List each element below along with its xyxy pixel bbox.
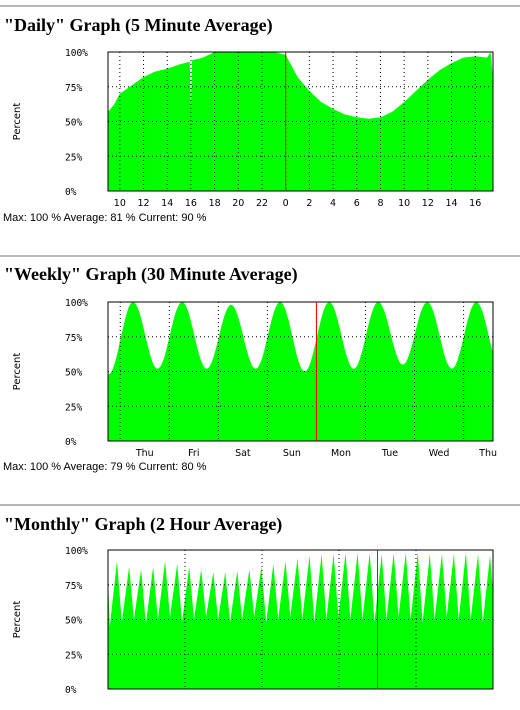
weekly-y-tick-label: 100%	[65, 298, 88, 309]
daily-stats: Max: 100 % Average: 81 % Current: 90 %	[3, 212, 206, 224]
weekly-graph: 0% 25% 50% 75% 100% Thu Fri Sat Sun Mon Tue Wed Thu P…	[12, 298, 497, 459]
daily-x-tick-label: 4	[330, 198, 336, 209]
monthly-series-area	[108, 552, 493, 689]
daily-y-tick-label: 0%	[65, 187, 77, 198]
daily-x-tick-label: 22	[256, 198, 268, 209]
monthly-y-tick-label: 25%	[65, 650, 82, 661]
monthly-y-tick-label: 75%	[65, 581, 82, 592]
daily-x-tick-label: 18	[209, 198, 221, 209]
monthly-y-tick-label: 50%	[65, 616, 82, 627]
daily-x-tick-label: 10	[398, 198, 410, 209]
weekly-x-tick-label: Sun	[283, 448, 301, 459]
weekly-x-tick-label: Thu	[135, 448, 154, 459]
weekly-y-tick-label: 0%	[65, 437, 77, 448]
daily-plot-frame	[107, 51, 494, 192]
weekly-plot-frame	[107, 301, 494, 442]
daily-max: Max: 100 %	[3, 212, 62, 224]
daily-x-tick-label: 8	[377, 198, 383, 209]
daily-x-tick-label: 16	[469, 198, 481, 209]
monthly-y-tick-label: 0%	[65, 685, 77, 696]
daily-graph: 0% 25% 50% 75% 100% 10 12 14 16 18 20 22 0 2 4 6 8 10 12 14…	[12, 48, 494, 209]
weekly-y-axis-label: Percent	[12, 353, 23, 391]
daily-y-tick-label: 25%	[65, 152, 82, 163]
monthly-y-tick-label: 100%	[65, 546, 88, 557]
monthly-y-axis-label: Percent	[12, 601, 23, 639]
weekly-graph-title: "Weekly" Graph (30 Minute Average)	[4, 264, 298, 284]
weekly-x-tick-label: Wed	[429, 448, 450, 459]
weekly-x-tick-label: Tue	[381, 448, 398, 459]
daily-current: Current: 90 %	[138, 212, 207, 224]
daily-y-tick-label: 50%	[65, 118, 82, 129]
daily-x-tick-label: 10	[114, 198, 126, 209]
daily-y-tick-label: 75%	[65, 83, 82, 94]
weekly-y-tick-label: 75%	[65, 333, 82, 344]
weekly-y-tick-label: 25%	[65, 402, 82, 413]
weekly-x-tick-label: Mon	[331, 448, 351, 459]
weekly-x-tick-label: Fri	[188, 448, 199, 459]
weekly-current: Current: 80 %	[138, 461, 207, 473]
daily-average: Average: 81 %	[63, 212, 136, 224]
weekly-y-tick-label: 50%	[65, 368, 82, 379]
daily-x-tick-label: 20	[232, 198, 244, 209]
daily-y-tick-label: 100%	[65, 48, 88, 59]
weekly-stats: Max: 100 % Average: 79 % Current: 80 %	[3, 461, 206, 473]
daily-x-tick-label: 6	[354, 198, 360, 209]
daily-x-tick-label: 12	[137, 198, 149, 209]
daily-x-tick-label: 2	[306, 198, 312, 209]
daily-y-axis-label: Percent	[12, 103, 23, 141]
daily-x-tick-label: 16	[185, 198, 197, 209]
daily-x-tick-label: 0	[283, 198, 289, 209]
monthly-graph-title: "Monthly" Graph (2 Hour Average)	[4, 514, 283, 534]
separator-2	[0, 504, 520, 506]
weekly-average: Average: 79 %	[63, 461, 136, 473]
daily-x-tick-label: 14	[161, 198, 173, 209]
separator-1	[0, 255, 520, 257]
top-separator	[0, 5, 520, 7]
weekly-x-tick-label: Thu	[478, 448, 497, 459]
daily-graph-title: "Daily" Graph (5 Minute Average)	[4, 15, 273, 35]
weekly-x-tick-label: Sat	[235, 448, 251, 459]
daily-x-tick-label: 12	[422, 198, 434, 209]
monthly-graph: 0% 25% 50% 75% 100% Percent	[12, 546, 494, 696]
daily-x-tick-label: 14	[445, 198, 457, 209]
weekly-max: Max: 100 %	[3, 461, 62, 473]
